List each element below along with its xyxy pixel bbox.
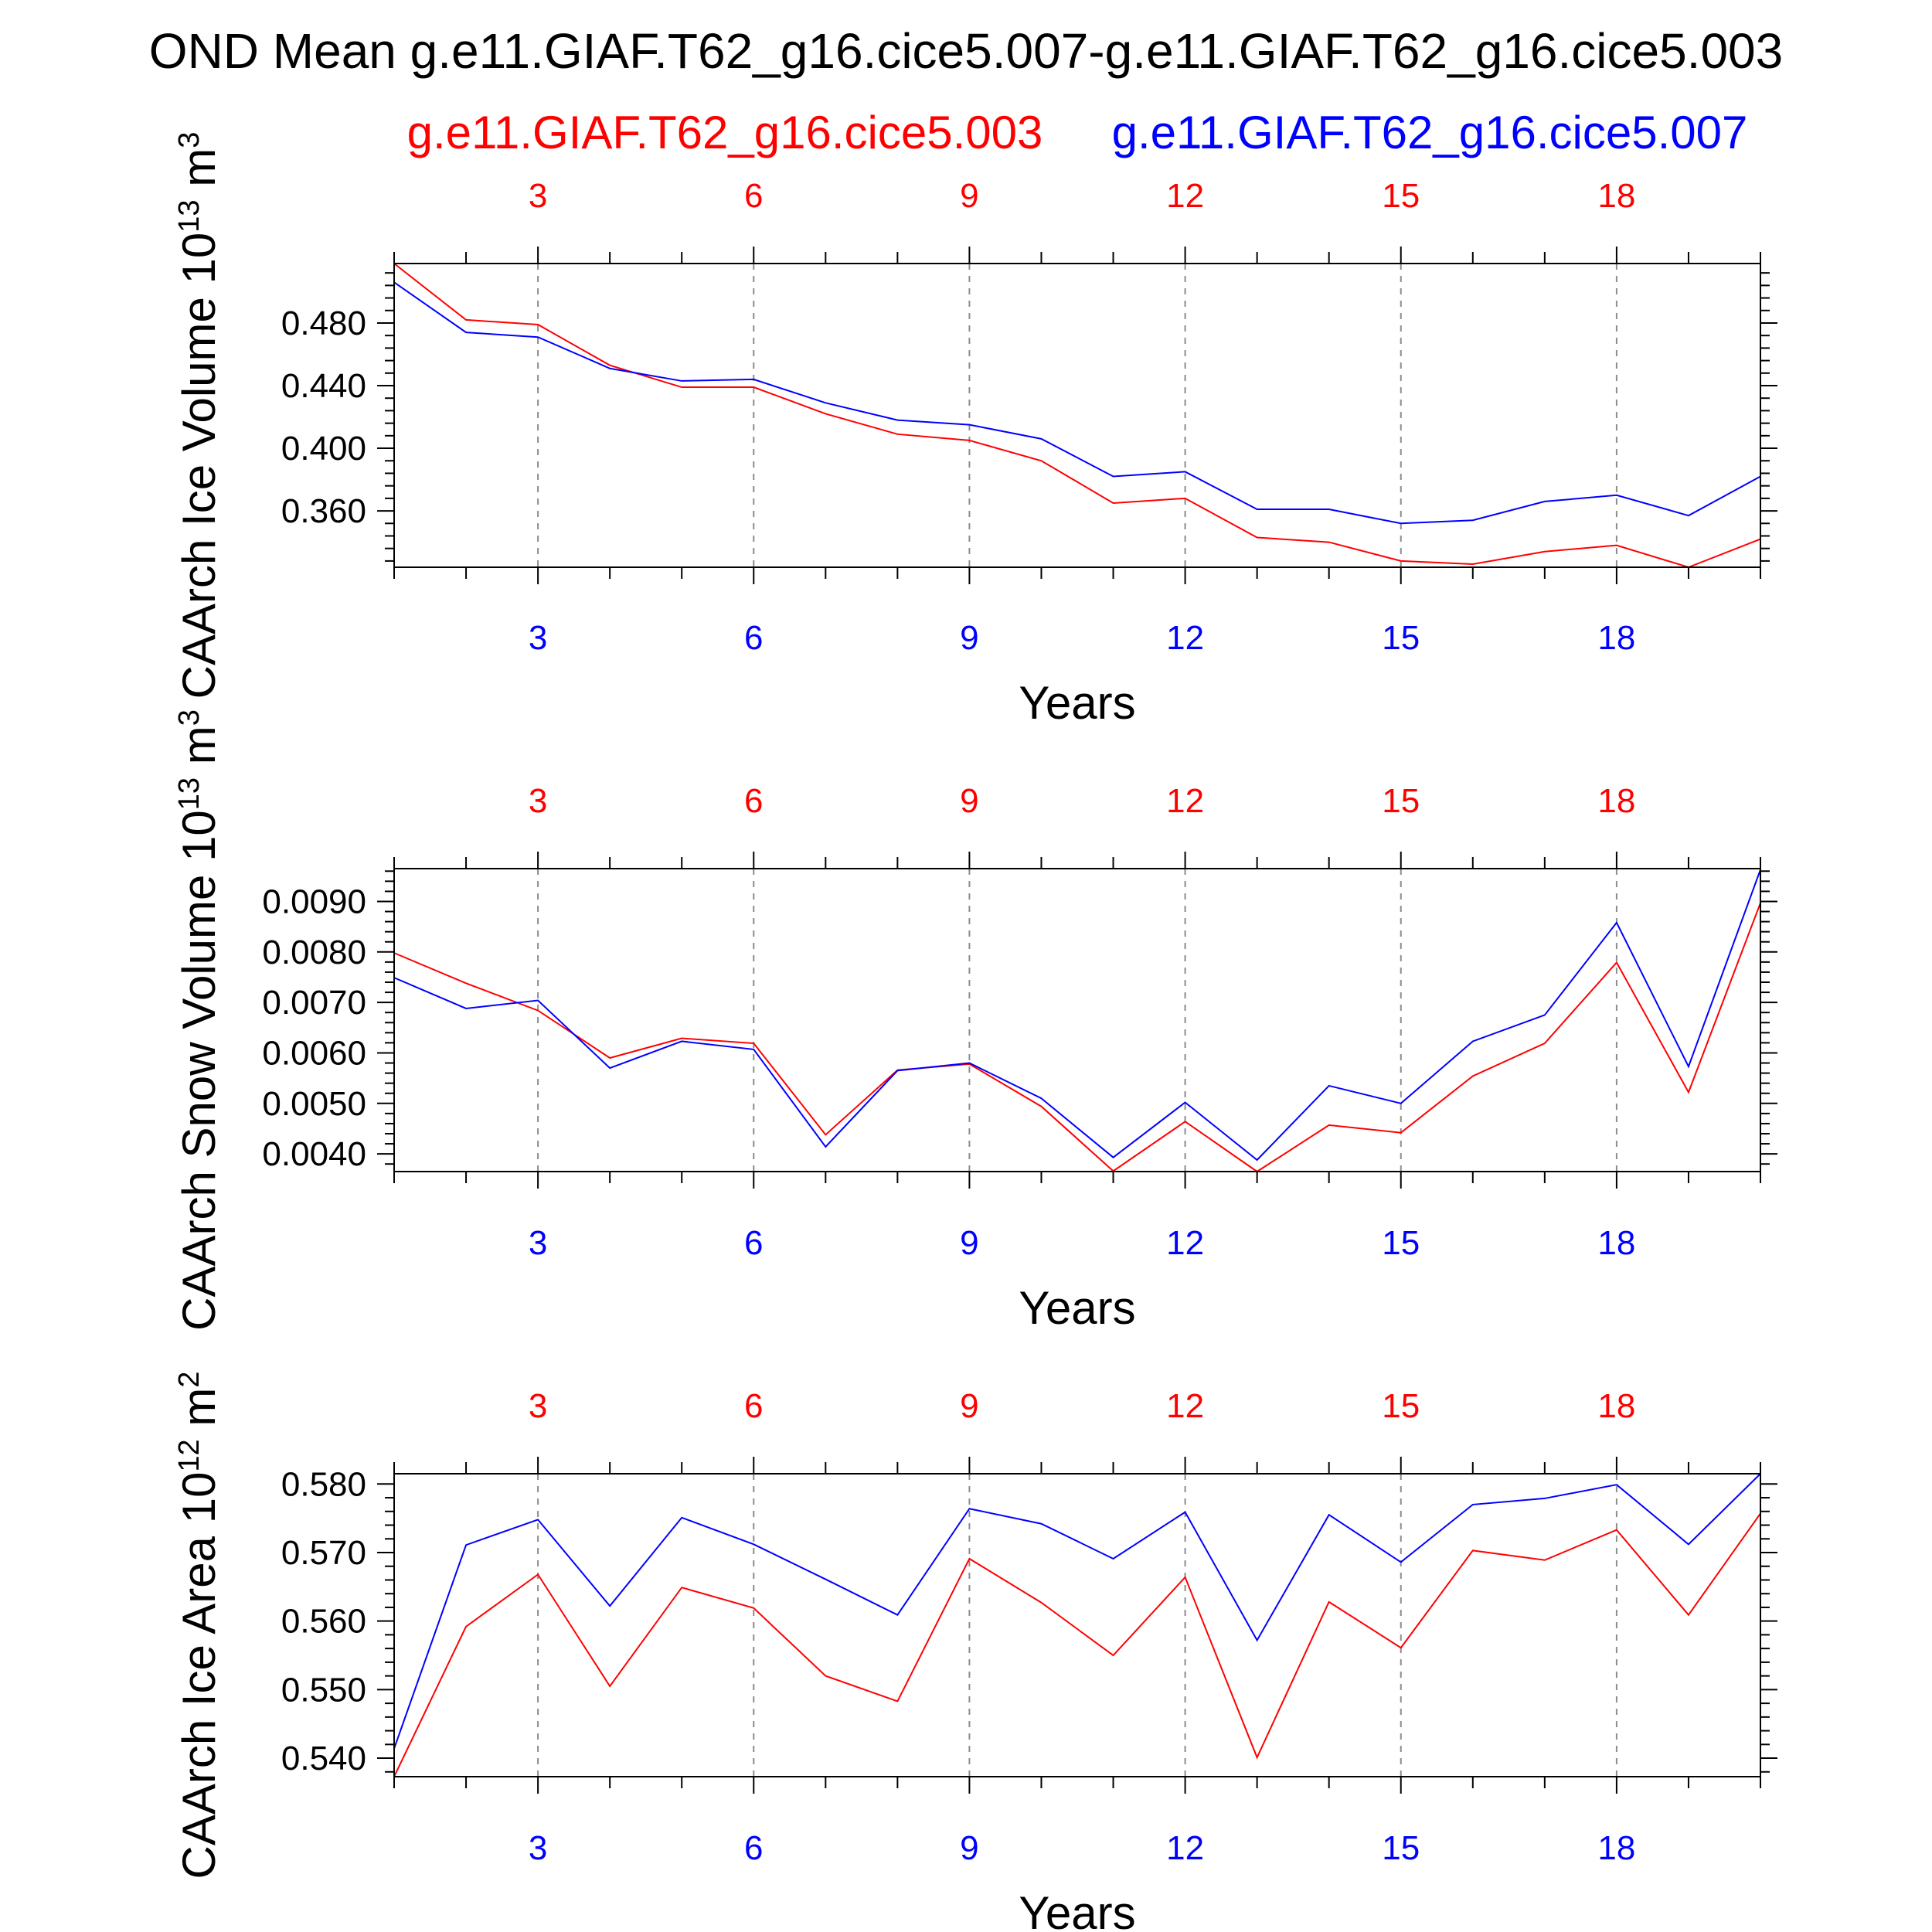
x-tick-label-bottom: 18	[1597, 619, 1635, 657]
series-line-red	[393, 263, 1761, 569]
series-line-red	[393, 1512, 1761, 1777]
x-tick-label-top: 12	[1166, 1387, 1204, 1425]
panel-2: 0.0040 0.0050 0.0060 0.0070 0.0080 0.0090 3 3 6 6…	[173, 709, 1777, 1334]
plot-frame	[393, 868, 1761, 1172]
x-tick-label-top: 15	[1382, 1387, 1420, 1425]
x-tick-label-top: 12	[1166, 177, 1204, 215]
x-tick-label-bottom: 6	[744, 1829, 763, 1867]
x-axis-label: Years	[1019, 1282, 1135, 1334]
x-tick-label-top: 15	[1382, 782, 1420, 820]
x-tick-label-top: 6	[744, 1387, 763, 1425]
series-line-blue	[393, 1473, 1761, 1749]
x-axis-label: Years	[1019, 1887, 1135, 1932]
y-tick-label: 0.0080	[262, 934, 366, 971]
x-tick-label-top: 15	[1382, 177, 1420, 215]
y-tick-label: 0.570	[281, 1534, 366, 1572]
x-tick-label-bottom: 12	[1166, 1224, 1204, 1262]
x-tick-label-bottom: 6	[744, 1224, 763, 1262]
y-tick-label: 0.540	[281, 1740, 366, 1777]
y-axis-label: CAArch Snow Volume 1013 m3	[173, 709, 225, 1331]
legend-red-label: g.e11.GIAF.T62_g16.cice5.003	[407, 107, 1043, 158]
legend-blue-label: g.e11.GIAF.T62_g16.cice5.007	[1112, 107, 1748, 158]
x-tick-label-top: 12	[1166, 782, 1204, 820]
chart-title: OND Mean g.e11.GIAF.T62_g16.cice5.007-g.…	[149, 23, 1783, 79]
y-tick-label: 0.580	[281, 1465, 366, 1503]
x-tick-label-bottom: 3	[529, 1224, 547, 1262]
chart-panels: 0.360 0.400 0.440 0.480 3 3 6 6 9 9 12 12 15 15 18 18 Ye…	[173, 132, 1777, 1932]
x-tick-label-bottom: 15	[1382, 1829, 1420, 1867]
y-tick-label: 0.0050	[262, 1085, 366, 1123]
x-tick-label-bottom: 15	[1382, 619, 1420, 657]
y-tick-label: 0.400	[281, 430, 366, 468]
x-tick-label-top: 9	[960, 782, 978, 820]
y-tick-label: 0.550	[281, 1671, 366, 1709]
x-tick-label-bottom: 15	[1382, 1224, 1420, 1262]
x-tick-label-top: 9	[960, 1387, 978, 1425]
x-tick-label-bottom: 9	[960, 1829, 978, 1867]
x-tick-label-bottom: 9	[960, 1224, 978, 1262]
plot-frame	[393, 1473, 1761, 1777]
series-line-red	[393, 903, 1761, 1173]
y-axis-label: CAArch Ice Area 1012 m2	[173, 1371, 225, 1879]
x-tick-label-top: 3	[529, 782, 547, 820]
series-line-blue	[393, 281, 1761, 525]
plot-frame	[393, 263, 1761, 568]
y-tick-label: 0.0090	[262, 883, 366, 920]
x-tick-label-bottom: 6	[744, 619, 763, 657]
x-tick-label-top: 18	[1597, 177, 1635, 215]
x-tick-label-bottom: 18	[1597, 1829, 1635, 1867]
x-tick-label-bottom: 9	[960, 619, 978, 657]
y-tick-label: 0.0060	[262, 1034, 366, 1072]
y-tick-label: 0.0040	[262, 1135, 366, 1173]
y-tick-label: 0.560	[281, 1603, 366, 1641]
x-tick-label-bottom: 12	[1166, 619, 1204, 657]
panel-1: 0.360 0.400 0.440 0.480 3 3 6 6 9 9 12 12 15 15 18 18 Ye…	[173, 132, 1777, 729]
x-tick-label-bottom: 3	[529, 1829, 547, 1867]
panel-3: 0.540 0.550 0.560 0.570 0.580 3 3 6 6 9 9 12 12 15 15 1…	[173, 1371, 1777, 1932]
y-tick-label: 0.360	[281, 492, 366, 530]
x-tick-label-top: 3	[529, 1387, 547, 1425]
x-tick-label-top: 6	[744, 782, 763, 820]
y-tick-label: 0.480	[281, 304, 366, 342]
x-tick-label-top: 6	[744, 177, 763, 215]
series-line-blue	[393, 869, 1761, 1162]
x-tick-label-bottom: 3	[529, 619, 547, 657]
x-tick-label-top: 9	[960, 177, 978, 215]
y-tick-label: 0.0070	[262, 984, 366, 1022]
x-tick-label-bottom: 18	[1597, 1224, 1635, 1262]
y-axis-label: CAArch Ice Volume 1013 m3	[173, 132, 225, 699]
x-tick-label-bottom: 12	[1166, 1829, 1204, 1867]
x-axis-label: Years	[1019, 677, 1135, 729]
y-tick-label: 0.440	[281, 367, 366, 405]
x-tick-label-top: 18	[1597, 1387, 1635, 1425]
x-tick-label-top: 18	[1597, 782, 1635, 820]
x-tick-label-top: 3	[529, 177, 547, 215]
